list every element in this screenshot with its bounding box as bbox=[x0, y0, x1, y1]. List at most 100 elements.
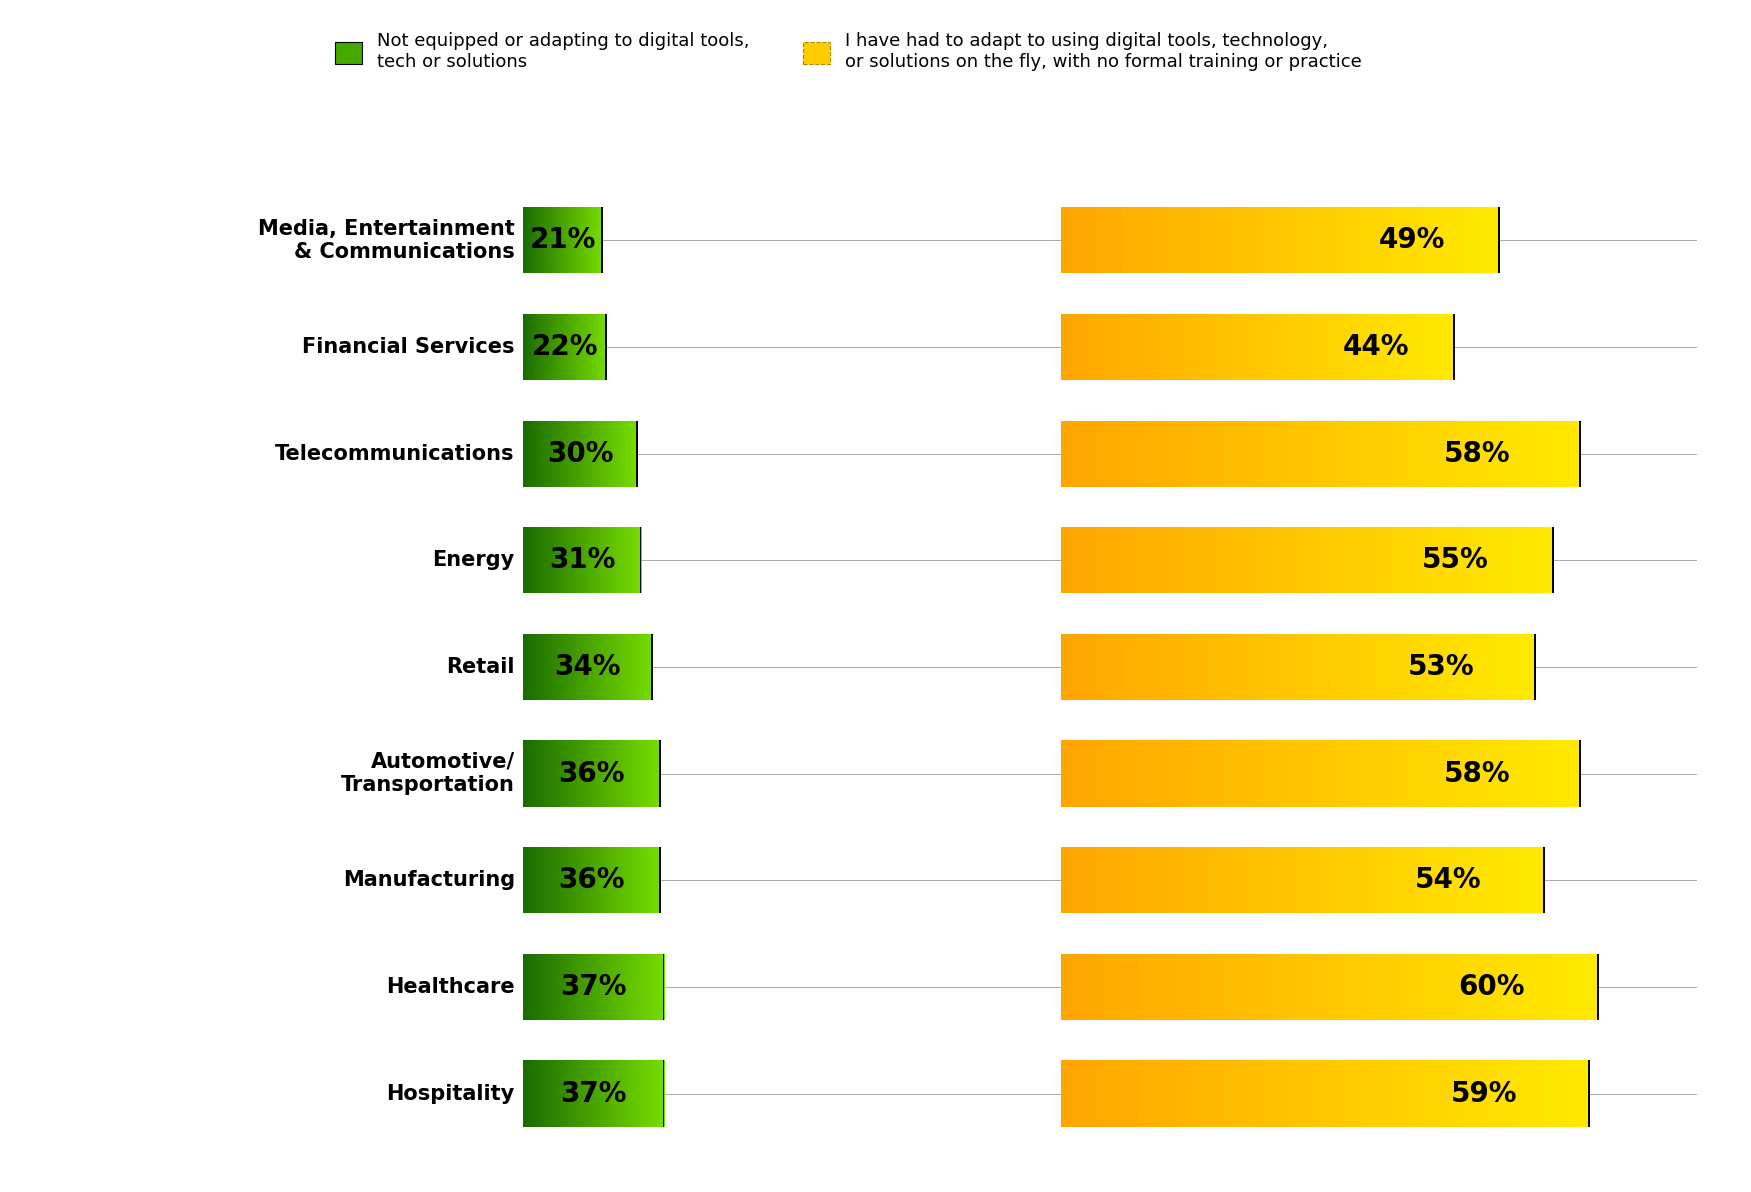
Bar bbox=[1259, 848, 1262, 913]
Bar bbox=[1303, 527, 1304, 594]
Bar bbox=[1431, 421, 1432, 486]
Bar bbox=[1413, 1061, 1415, 1126]
Bar bbox=[1285, 527, 1287, 594]
Bar bbox=[1331, 740, 1334, 807]
Bar bbox=[1467, 954, 1469, 1020]
Bar bbox=[1441, 421, 1443, 486]
Bar bbox=[1080, 634, 1082, 700]
Bar bbox=[1474, 954, 1478, 1020]
Bar bbox=[1466, 527, 1467, 594]
Bar bbox=[1455, 848, 1459, 913]
Bar bbox=[1485, 207, 1487, 273]
Bar bbox=[1140, 848, 1143, 913]
Bar bbox=[1368, 1061, 1371, 1126]
Bar bbox=[1345, 207, 1347, 273]
Bar bbox=[1345, 313, 1347, 380]
Bar bbox=[1331, 1061, 1333, 1126]
Bar bbox=[1548, 1061, 1550, 1126]
Bar bbox=[1340, 954, 1343, 1020]
Bar bbox=[1124, 848, 1126, 913]
Bar bbox=[1082, 313, 1084, 380]
Bar bbox=[1203, 634, 1206, 700]
Bar bbox=[1093, 954, 1096, 1020]
Bar bbox=[1445, 313, 1448, 380]
Bar bbox=[1100, 740, 1103, 807]
Bar bbox=[1371, 527, 1375, 594]
Bar bbox=[1297, 740, 1299, 807]
Bar bbox=[1135, 207, 1138, 273]
Bar bbox=[1086, 848, 1087, 913]
Bar bbox=[1481, 421, 1485, 486]
Bar bbox=[1161, 207, 1164, 273]
Bar bbox=[1282, 207, 1285, 273]
Bar bbox=[1194, 313, 1198, 380]
Bar bbox=[1478, 527, 1480, 594]
Bar bbox=[1527, 1061, 1529, 1126]
Bar bbox=[1241, 527, 1243, 594]
Bar bbox=[662, 1061, 664, 1126]
Bar bbox=[1567, 740, 1571, 807]
Text: 37%: 37% bbox=[560, 1080, 627, 1107]
Bar bbox=[1548, 954, 1550, 1020]
Bar bbox=[1543, 954, 1544, 1020]
Bar bbox=[1357, 634, 1361, 700]
Text: Automotive/
Transportation: Automotive/ Transportation bbox=[341, 752, 515, 795]
Bar bbox=[1457, 527, 1460, 594]
Bar bbox=[1518, 848, 1520, 913]
Bar bbox=[1152, 207, 1156, 273]
Bar bbox=[1224, 527, 1226, 594]
Bar bbox=[1550, 527, 1551, 594]
Bar bbox=[1425, 848, 1429, 913]
Bar bbox=[1485, 527, 1487, 594]
Bar bbox=[1562, 740, 1565, 807]
Bar bbox=[1427, 954, 1429, 1020]
Bar bbox=[1390, 421, 1394, 486]
Bar bbox=[1434, 848, 1436, 913]
Bar bbox=[1506, 848, 1509, 913]
Bar bbox=[1534, 634, 1536, 700]
Bar bbox=[1462, 634, 1464, 700]
Bar bbox=[1301, 1061, 1304, 1126]
Bar bbox=[1404, 421, 1406, 486]
Bar bbox=[1396, 634, 1397, 700]
Bar bbox=[1390, 527, 1394, 594]
Bar bbox=[1278, 1061, 1280, 1126]
Bar bbox=[1247, 634, 1248, 700]
Bar bbox=[1261, 207, 1262, 273]
Bar bbox=[1259, 954, 1262, 1020]
Bar bbox=[1213, 527, 1215, 594]
Bar bbox=[1240, 740, 1243, 807]
Bar bbox=[1201, 954, 1203, 1020]
Bar bbox=[1478, 954, 1480, 1020]
Bar bbox=[1105, 527, 1108, 594]
Bar bbox=[1289, 740, 1292, 807]
Bar bbox=[1126, 207, 1129, 273]
Bar bbox=[1156, 634, 1157, 700]
Bar bbox=[1469, 848, 1473, 913]
Bar bbox=[1248, 634, 1250, 700]
Bar bbox=[1220, 527, 1224, 594]
Bar bbox=[1480, 527, 1483, 594]
Bar bbox=[1341, 848, 1345, 913]
Bar bbox=[1194, 527, 1196, 594]
Bar bbox=[1269, 634, 1273, 700]
Bar bbox=[1511, 421, 1513, 486]
Bar bbox=[1255, 634, 1257, 700]
Bar bbox=[1122, 527, 1124, 594]
Bar bbox=[1527, 634, 1529, 700]
Bar bbox=[1403, 1061, 1404, 1126]
Bar bbox=[1476, 740, 1480, 807]
Bar bbox=[1126, 421, 1128, 486]
Bar bbox=[1152, 740, 1154, 807]
Bar bbox=[1562, 421, 1565, 486]
Bar bbox=[1271, 421, 1275, 486]
Bar bbox=[1333, 207, 1336, 273]
Bar bbox=[1196, 634, 1198, 700]
Bar bbox=[1448, 527, 1450, 594]
Bar bbox=[1536, 740, 1539, 807]
Bar bbox=[1488, 954, 1492, 1020]
Bar bbox=[1128, 740, 1131, 807]
Bar bbox=[1191, 421, 1194, 486]
Bar bbox=[1063, 740, 1066, 807]
Bar bbox=[1171, 313, 1173, 380]
